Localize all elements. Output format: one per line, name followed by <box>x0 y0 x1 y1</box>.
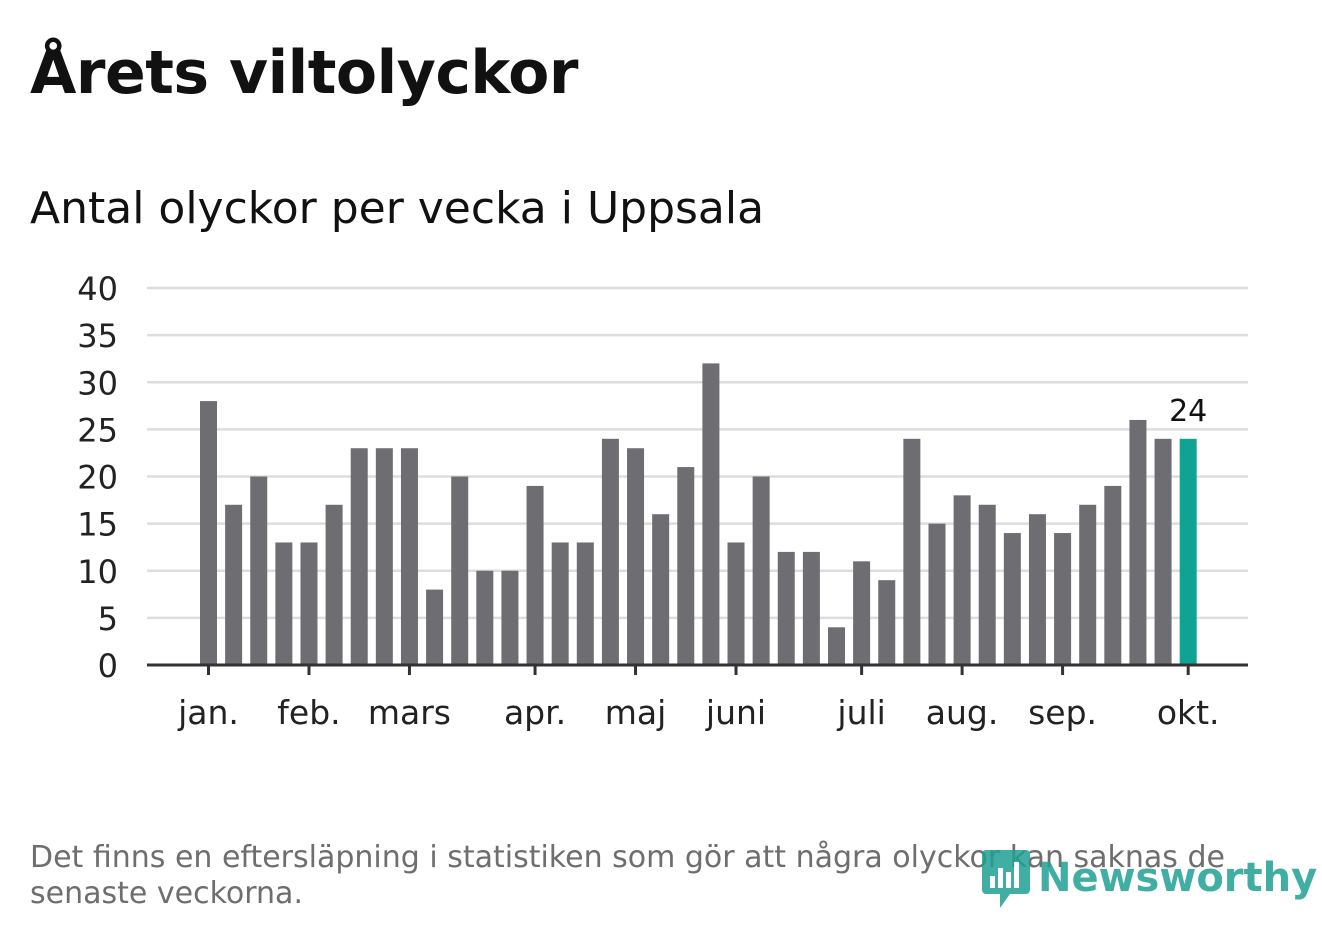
bar <box>375 448 393 665</box>
data-label: 24 <box>1169 394 1207 429</box>
x-tick-label: maj <box>605 693 667 732</box>
bar <box>1003 533 1021 665</box>
newsworthy-logo: Newsworthy <box>980 846 1317 910</box>
x-tick-label: apr. <box>504 693 566 732</box>
chart-bubble-icon <box>982 850 1030 908</box>
bar <box>576 542 594 665</box>
chart-subtitle: Antal olyckor per vecka i Uppsala <box>30 183 765 234</box>
bar <box>777 551 795 665</box>
bar <box>601 438 619 665</box>
x-tick-label: okt. <box>1157 693 1220 732</box>
x-axis-ticks: jan. feb. mars apr. maj juni juli aug. sep. okt. <box>177 665 1220 732</box>
bar <box>225 504 243 665</box>
bar <box>953 495 971 665</box>
bar <box>1129 419 1147 665</box>
x-tick-label: juli <box>836 693 885 732</box>
bar <box>1054 533 1072 665</box>
bar <box>300 542 318 665</box>
bar <box>727 542 745 665</box>
x-tick-label: juni <box>705 693 766 732</box>
bar <box>451 476 469 665</box>
bar <box>928 523 946 665</box>
bar <box>1079 504 1097 665</box>
bar <box>350 448 368 665</box>
bar-highlight <box>1179 438 1197 665</box>
y-tick-label: 30 <box>77 364 118 402</box>
y-tick-label: 40 <box>77 270 118 308</box>
chart-title: Årets viltolyckor <box>30 38 579 108</box>
bar <box>878 580 896 665</box>
gridlines <box>147 286 1248 620</box>
bar <box>551 542 569 665</box>
y-tick-label: 5 <box>98 600 118 638</box>
y-tick-label: 0 <box>98 647 118 685</box>
bars <box>200 363 1197 665</box>
y-axis-ticks: 0 5 10 15 20 25 30 35 40 <box>77 270 118 685</box>
bar <box>250 476 268 665</box>
x-tick-label: jan. <box>177 693 239 732</box>
bar <box>802 551 820 665</box>
bar <box>702 363 720 665</box>
bar <box>1154 438 1172 665</box>
bar <box>752 476 770 665</box>
bar <box>853 561 871 665</box>
bar <box>627 448 645 665</box>
bar <box>1104 485 1122 665</box>
bar <box>200 401 217 665</box>
bar <box>426 589 444 665</box>
bar <box>1028 514 1046 665</box>
data-labels: 24 <box>1169 394 1207 429</box>
bar <box>400 448 418 665</box>
y-tick-label: 20 <box>77 459 118 497</box>
bar <box>526 485 544 665</box>
brand-name: Newsworthy <box>1038 855 1318 901</box>
bar <box>476 570 494 665</box>
bar <box>501 570 519 665</box>
y-tick-label: 15 <box>77 506 118 544</box>
bar <box>677 467 695 665</box>
x-tick-label: sep. <box>1028 693 1097 732</box>
bar <box>903 438 921 665</box>
x-tick-label: mars <box>368 693 451 732</box>
x-tick-label: feb. <box>277 693 340 732</box>
y-tick-label: 35 <box>77 317 118 355</box>
y-tick-label: 10 <box>77 553 118 591</box>
bar <box>652 514 670 665</box>
x-tick-label: aug. <box>926 693 999 732</box>
y-tick-label: 25 <box>77 411 118 449</box>
bar <box>325 504 343 665</box>
bar <box>275 542 293 665</box>
bar <box>828 627 845 665</box>
bar <box>978 504 996 665</box>
